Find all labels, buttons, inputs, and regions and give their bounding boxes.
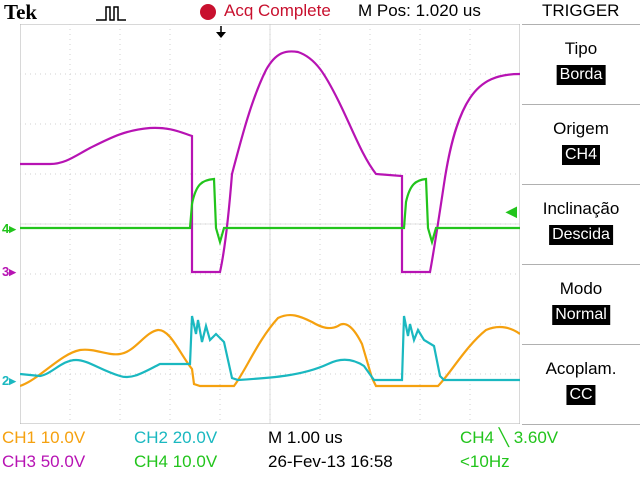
menu-item-label: Tipo [564, 39, 598, 58]
menu-item-value: CH4 [561, 145, 601, 165]
ch4-scale: CH4 10.0V [134, 452, 218, 471]
acquisition-status: Acq Complete [224, 1, 331, 20]
menu-item-value: CC [566, 385, 596, 405]
ch4-marker-label: 4 [2, 221, 10, 236]
menu-divider [522, 24, 640, 25]
pulse-icon [96, 4, 126, 27]
horizontal-position: M Pos: 1.020 us [358, 1, 481, 20]
menu-item-value: Descida [549, 225, 613, 245]
ch2-waveform [20, 315, 520, 382]
ch3-ground-marker[interactable]: 3▸ [2, 264, 16, 279]
ch2-marker-label: 2 [2, 373, 10, 388]
frequency-readout: <10Hz [460, 452, 510, 471]
ch4-waveform [20, 177, 520, 247]
menu-title: TRIGGER [542, 1, 620, 20]
menu-divider [522, 344, 640, 345]
trigger-readout: CH4 ╲ 3.60V [460, 428, 559, 447]
trigger-position-icon [216, 32, 226, 38]
menu-item-value: Normal [552, 305, 610, 325]
ch4-ground-marker[interactable]: 4▸ [2, 221, 16, 236]
acquisition-status-icon [200, 4, 216, 20]
ch2-scale: CH2 20.0V [134, 428, 218, 447]
menu-item-origem[interactable]: Origem CH4 [522, 105, 640, 183]
graticule [20, 24, 520, 424]
ch3-waveform [20, 50, 520, 274]
menu-item-acoplamento[interactable]: Acoplam. CC [522, 345, 640, 423]
menu-item-label: Origem [553, 119, 609, 138]
timebase: M 1.00 us [268, 428, 343, 447]
brand-logo: Tek [4, 0, 38, 24]
menu-item-value: Borda [556, 65, 606, 85]
menu-item-label: Modo [559, 279, 603, 298]
waveform-display [20, 24, 520, 424]
menu-divider [522, 184, 640, 185]
menu-item-tipo[interactable]: Tipo Borda [522, 25, 640, 103]
menu-divider [522, 264, 640, 265]
menu-item-label: Inclinação [542, 199, 620, 218]
menu-item-inclinacao[interactable]: Inclinação Descida [522, 185, 640, 263]
ch1-waveform [20, 313, 520, 388]
menu-divider [522, 104, 640, 105]
ch3-scale: CH3 50.0V [2, 452, 86, 471]
trigger-level-marker[interactable]: ◀ [506, 203, 517, 219]
menu-item-modo[interactable]: Modo Normal [522, 265, 640, 343]
ch3-marker-label: 3 [2, 264, 10, 279]
date-time: 26-Fev-13 16:58 [268, 452, 393, 471]
ch1-scale: CH1 10.0V [2, 428, 86, 447]
menu-item-label: Acoplam. [545, 359, 617, 378]
menu-divider [522, 424, 640, 425]
ch2-ground-marker[interactable]: 2▸ [2, 373, 16, 388]
